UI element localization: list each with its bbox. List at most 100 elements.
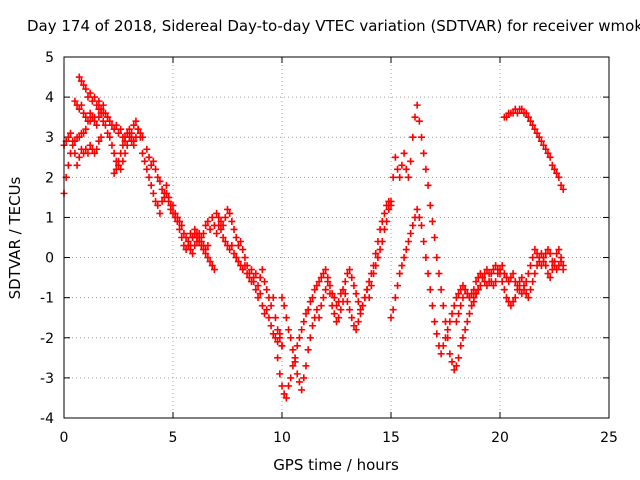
data-point (533, 250, 541, 258)
data-point (387, 197, 395, 205)
data-points (60, 73, 567, 402)
data-point (274, 326, 282, 334)
data-point (356, 310, 364, 318)
data-point (337, 306, 345, 314)
series-trace-l (452, 246, 567, 326)
data-point (64, 161, 72, 169)
y-tick-label: -2 (40, 331, 54, 347)
data-point (468, 302, 476, 310)
data-point (391, 153, 399, 161)
data-point (409, 221, 417, 229)
data-point (243, 262, 251, 270)
data-point (498, 262, 506, 270)
data-point (435, 270, 443, 278)
data-point (112, 121, 120, 129)
data-point (455, 354, 463, 362)
data-point (241, 254, 249, 262)
data-point (154, 201, 162, 209)
data-point (302, 310, 310, 318)
data-point (295, 378, 303, 386)
data-point (99, 117, 107, 125)
x-tick-label: 20 (491, 430, 509, 446)
data-point (112, 165, 120, 173)
data-point (428, 217, 436, 225)
data-point (219, 221, 227, 229)
data-point (295, 334, 303, 342)
data-point (380, 225, 388, 233)
data-point (80, 81, 88, 89)
data-point (354, 318, 362, 326)
data-point (300, 318, 308, 326)
y-axis-label: SDTVAR / TECUs (6, 176, 24, 299)
data-point (313, 282, 321, 290)
data-point (75, 133, 83, 141)
data-point (322, 286, 330, 294)
data-point (418, 221, 426, 229)
data-point (492, 262, 500, 270)
data-point (117, 125, 125, 133)
data-point (293, 370, 301, 378)
data-point (431, 234, 439, 241)
data-point (341, 278, 349, 286)
data-point (522, 278, 530, 286)
data-point (452, 318, 460, 326)
data-point (494, 270, 502, 278)
data-point (553, 266, 561, 274)
data-point (82, 125, 90, 133)
data-point (86, 141, 94, 149)
data-point (505, 278, 513, 286)
data-point (546, 250, 554, 258)
data-point (110, 149, 118, 157)
data-point (204, 254, 212, 262)
data-point (537, 262, 545, 270)
x-tick-label: 0 (60, 430, 69, 446)
data-point (128, 129, 136, 137)
data-point (309, 294, 317, 302)
data-point (459, 294, 467, 302)
data-point (271, 334, 279, 342)
data-point (370, 270, 378, 278)
data-point (385, 205, 393, 213)
data-point (193, 229, 201, 237)
data-point (293, 342, 301, 350)
data-point (123, 141, 131, 149)
data-point (391, 294, 399, 302)
data-point (97, 109, 105, 117)
data-point (287, 334, 295, 342)
data-point (315, 278, 323, 286)
data-point (529, 121, 537, 129)
data-point (422, 165, 430, 173)
data-point (542, 145, 550, 153)
data-point (278, 382, 286, 390)
data-point (540, 258, 548, 266)
data-point (437, 286, 445, 294)
x-tick-label: 15 (382, 430, 400, 446)
data-point (204, 242, 212, 250)
data-point (84, 117, 92, 125)
data-point (263, 286, 271, 294)
data-point (204, 217, 212, 225)
y-tick-label: 3 (45, 130, 54, 146)
data-point (492, 278, 500, 286)
data-point (261, 278, 269, 286)
data-point (559, 185, 567, 193)
data-point (455, 310, 463, 318)
data-point (311, 286, 319, 294)
data-point (413, 205, 421, 213)
data-point (82, 85, 90, 93)
data-point (82, 145, 90, 153)
data-point (424, 270, 432, 278)
data-point (306, 334, 314, 342)
grid (64, 57, 609, 418)
data-point (328, 302, 336, 310)
data-point (226, 246, 234, 254)
data-point (141, 157, 149, 165)
data-point (352, 290, 360, 298)
data-point (378, 238, 386, 246)
data-point (208, 213, 216, 221)
data-point (315, 314, 323, 322)
data-point (398, 161, 406, 169)
data-point (365, 278, 373, 286)
data-point (326, 282, 334, 290)
y-tick-label: 0 (45, 251, 54, 267)
